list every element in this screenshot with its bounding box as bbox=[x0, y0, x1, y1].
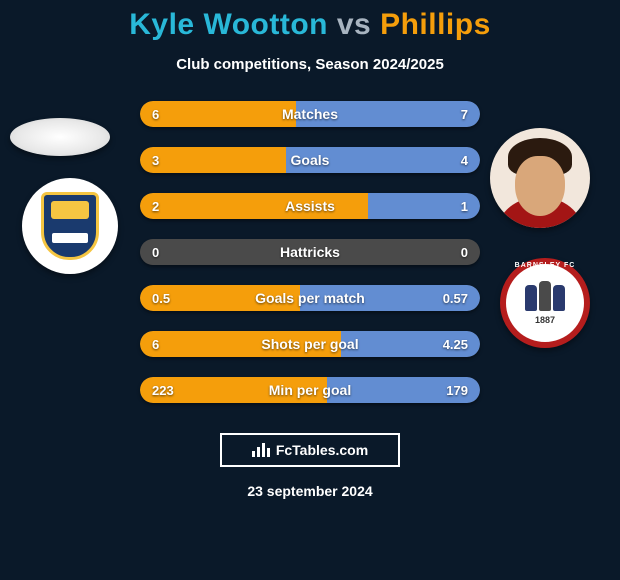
stat-label: Hattricks bbox=[140, 239, 480, 265]
stat-label: Goals per match bbox=[140, 285, 480, 311]
stat-label: Assists bbox=[140, 193, 480, 219]
stat-label: Goals bbox=[140, 147, 480, 173]
brand-text: FcTables.com bbox=[276, 442, 368, 458]
bar-chart-icon bbox=[252, 443, 270, 457]
stat-value-left: 223 bbox=[152, 377, 174, 403]
stat-value-left: 3 bbox=[152, 147, 159, 173]
title-player2: Phillips bbox=[380, 8, 491, 41]
player1-club-crest bbox=[22, 178, 118, 274]
stat-value-right: 4.25 bbox=[443, 331, 468, 357]
player1-photo bbox=[10, 118, 110, 156]
stat-row: Goals per match0.5 0.57 bbox=[140, 285, 480, 311]
stat-value-left: 6 bbox=[152, 331, 159, 357]
stat-row: Shots per goal6 4.25 bbox=[140, 331, 480, 357]
stat-row: Assists2 1 bbox=[140, 193, 480, 219]
stat-label: Min per goal bbox=[140, 377, 480, 403]
stat-row: Goals3 4 bbox=[140, 147, 480, 173]
stat-value-right: 0 bbox=[461, 239, 468, 265]
stats-bars: Matches67Goals34Assists21Hattricks00Goal… bbox=[140, 101, 480, 403]
date-line: 23 september 2024 bbox=[0, 483, 620, 499]
comparison-card: Kyle Wootton vs Phillips Club competitio… bbox=[0, 0, 620, 580]
stat-value-left: 0 bbox=[152, 239, 159, 265]
brand-badge: FcTables.com bbox=[220, 433, 400, 467]
crest-year: 1887 bbox=[535, 315, 555, 325]
avatar-face bbox=[515, 156, 565, 216]
figurine-icon bbox=[539, 281, 551, 311]
shield-icon bbox=[41, 192, 99, 260]
stat-row: Min per goal223 179 bbox=[140, 377, 480, 403]
title-vs: vs bbox=[337, 8, 371, 41]
stat-label: Shots per goal bbox=[140, 331, 480, 357]
subtitle: Club competitions, Season 2024/2025 bbox=[0, 56, 620, 73]
stat-value-right: 1 bbox=[461, 193, 468, 219]
stat-row: Matches6 7 bbox=[140, 101, 480, 127]
stat-value-right: 179 bbox=[446, 377, 468, 403]
stat-value-left: 2 bbox=[152, 193, 159, 219]
stat-value-right: 4 bbox=[461, 147, 468, 173]
crest-arc-text: BARNSLEY FC bbox=[506, 262, 584, 269]
figurine-icon bbox=[525, 285, 537, 311]
title-player1: Kyle Wootton bbox=[129, 8, 328, 41]
figurine-icon bbox=[553, 285, 565, 311]
stat-value-right: 0.57 bbox=[443, 285, 468, 311]
stat-value-left: 0.5 bbox=[152, 285, 170, 311]
stat-label: Matches bbox=[140, 101, 480, 127]
page-title: Kyle Wootton vs Phillips bbox=[0, 8, 620, 42]
player2-photo bbox=[490, 128, 590, 228]
stat-row: Hattricks0 0 bbox=[140, 239, 480, 265]
stat-value-right: 7 bbox=[461, 101, 468, 127]
player2-club-crest: BARNSLEY FC 1887 bbox=[500, 258, 590, 348]
crest-figures-icon bbox=[520, 281, 570, 311]
stat-value-left: 6 bbox=[152, 101, 159, 127]
